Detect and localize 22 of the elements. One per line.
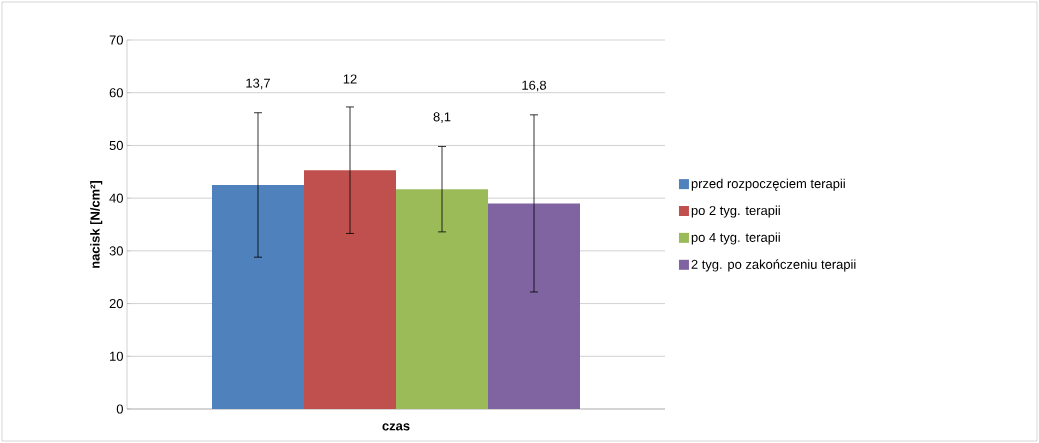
annotation: 12 <box>343 74 357 84</box>
y-tick-label: 60 <box>109 88 123 98</box>
bar <box>304 170 396 409</box>
y-tick-label: 30 <box>109 246 123 256</box>
legend-label: 2 tyg. po zakończeniu terapii <box>691 259 856 272</box>
y-tick-label: 70 <box>109 35 123 45</box>
legend-label: po 4 tyg. terapii <box>691 232 780 245</box>
bar <box>396 189 488 409</box>
y-tick-label: 0 <box>116 404 123 414</box>
y-tick-label: 50 <box>109 140 123 151</box>
y-tick-label: 10 <box>110 351 123 361</box>
x-axis-title: czas <box>382 423 410 431</box>
y-axis-title: nacisk [N/cm²] <box>90 180 103 268</box>
legend-label: przed rozpoczęciem terapii <box>691 178 845 191</box>
bar <box>488 203 580 409</box>
y-tick-label: 40 <box>109 193 123 203</box>
bar <box>212 184 304 409</box>
annotation: 8,1 <box>433 112 451 123</box>
y-tick-label: 20 <box>109 298 123 309</box>
annotation: 13,7 <box>246 78 270 90</box>
annotation: 16,8 <box>522 80 547 92</box>
legend-label: po 2 tyg. terapii <box>691 205 780 218</box>
